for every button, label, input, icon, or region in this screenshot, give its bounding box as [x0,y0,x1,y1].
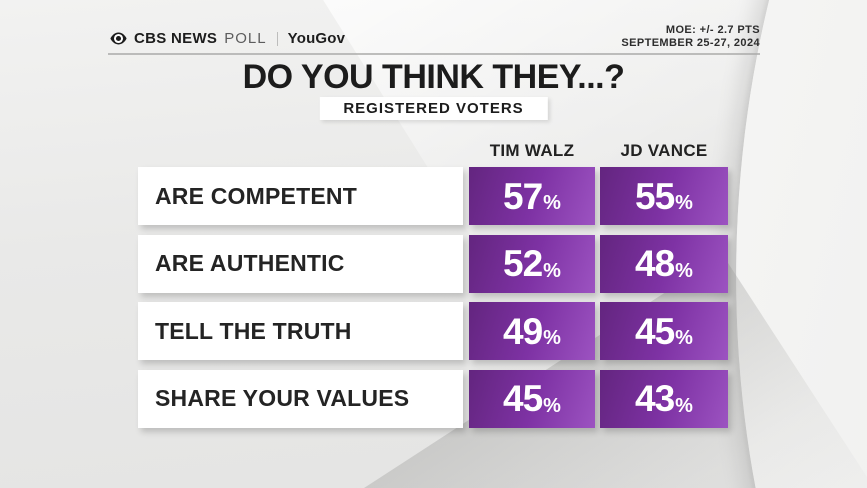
margin-of-error: MOE: +/- 2.7 PTS SEPTEMBER 25-27, 2024 [621,24,760,50]
brand-poll: POLL [224,30,267,47]
percent-sign: % [675,394,693,417]
moe-line: MOE: +/- 2.7 PTS [665,24,760,36]
value-walz-authentic: 52% [469,234,595,293]
value-vance-authentic: 48% [600,234,728,293]
percent-sign: % [675,259,693,282]
table-row: SHARE YOUR VALUES 45% 43% [138,369,728,428]
row-label-truth: TELL THE TRUTH [138,302,463,361]
page-title: DO YOU THINK THEY...? [242,58,625,96]
brand-yougov: YouGov [287,30,346,47]
percent-sign: % [675,327,693,350]
value-walz-truth: 49% [469,302,595,361]
percent-sign: % [543,192,561,214]
header-divider [108,53,760,55]
value-vance-values: 43% [600,369,728,428]
brand-separator [276,31,278,46]
value-walz-competent: 57% [469,167,595,225]
row-label-authentic: ARE AUTHENTIC [138,234,463,293]
table-row: ARE COMPETENT 57% 55% [138,167,728,225]
percent-sign: % [543,259,561,282]
brand-cbs-news: CBS NEWS [134,30,218,47]
table-row: TELL THE TRUTH 49% 45% [138,302,728,361]
registered-voters-badge: REGISTERED VOTERS [319,97,548,120]
value-vance-truth: 45% [600,302,728,361]
cbs-eye-icon [110,32,127,45]
poll-table: ARE COMPETENT 57% 55% ARE AUTHENTIC 52% … [138,167,728,428]
column-header-vance: JD VANCE [620,141,708,160]
row-label-competent: ARE COMPETENT [138,167,463,225]
value-vance-competent: 55% [600,167,728,225]
percent-sign: % [543,394,561,417]
table-row: ARE AUTHENTIC 52% 48% [138,234,728,293]
value-walz-values: 45% [469,369,595,428]
row-label-values: SHARE YOUR VALUES [138,369,463,428]
poll-dates: SEPTEMBER 25-27, 2024 [621,37,760,49]
brand-lockup: CBS NEWS POLL YouGov [110,30,345,47]
column-header-walz: TIM WALZ [489,141,575,160]
percent-sign: % [543,327,561,350]
percent-sign: % [675,192,693,214]
